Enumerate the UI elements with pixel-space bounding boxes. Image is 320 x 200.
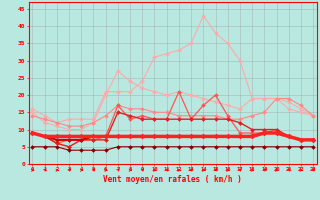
X-axis label: Vent moyen/en rafales ( km/h ): Vent moyen/en rafales ( km/h ) [103,175,242,184]
